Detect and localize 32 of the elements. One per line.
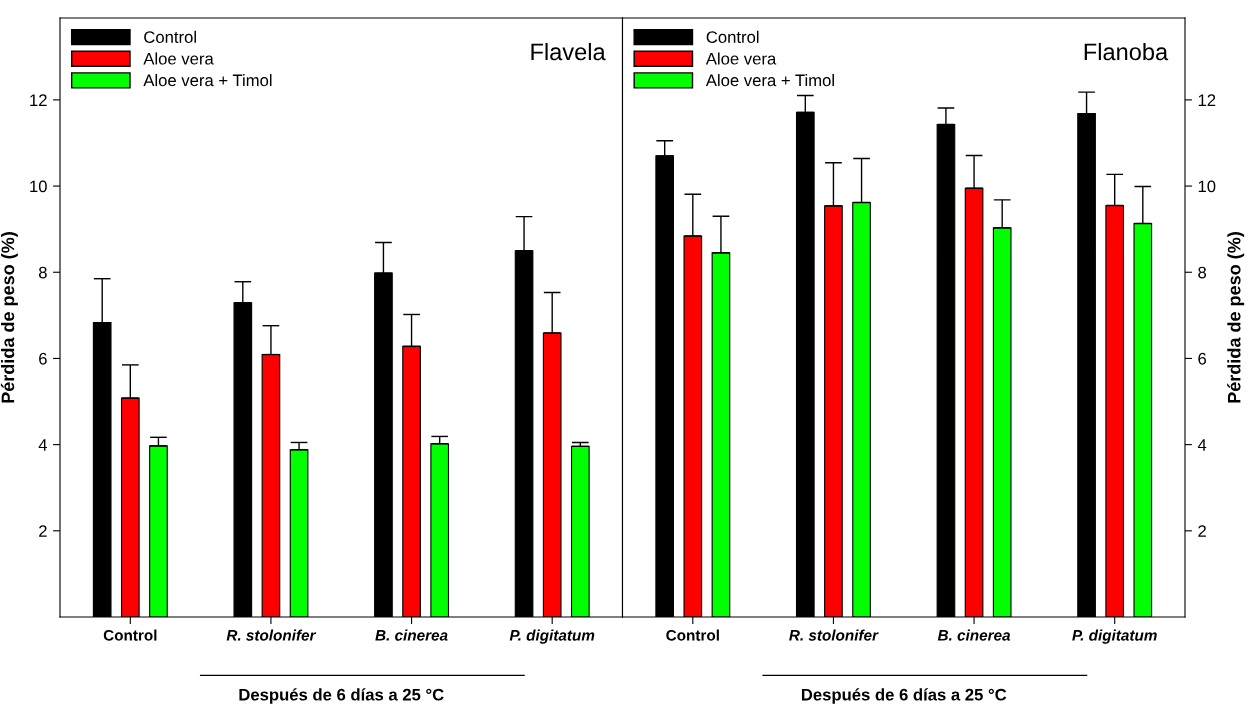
legend-label: Control <box>706 30 759 43</box>
y-tick-label: 12 <box>1198 94 1216 106</box>
legend-label: Aloe vera <box>705 52 777 65</box>
y-tick-label: 10 <box>1198 180 1216 193</box>
x-tick-label: Control <box>666 629 719 641</box>
x-tick-label: R. stolonifer <box>226 629 317 641</box>
x-tick-label: B. cinerea <box>375 629 448 641</box>
y-axis-title: Pérdida de peso (%) <box>1227 232 1245 403</box>
legend-label: Aloe vera + Timol <box>705 74 834 87</box>
y-tick-label: 6 <box>39 352 47 365</box>
x-tick-label: Control <box>103 629 157 641</box>
x-tick-label: B. cinerea <box>937 629 1011 641</box>
legend-label: Aloe vera + Timol <box>143 74 272 87</box>
y-tick-label: 10 <box>30 180 47 193</box>
x-tick-label: R. stolonifer <box>789 629 879 641</box>
x-tick-label: P. digitatum <box>1072 629 1157 644</box>
text: Flanoba <box>1084 42 1169 61</box>
y-axis-title: Pérdida de peso (%) <box>0 232 18 403</box>
y-tick-label: 2 <box>1198 525 1206 537</box>
y-tick-label: 6 <box>1198 352 1207 365</box>
x-tick-label: P. digitatum <box>509 629 595 644</box>
text: Flavela <box>531 42 606 61</box>
y-tick-label: 4 <box>1197 439 1207 451</box>
y-tick-label: 8 <box>1198 266 1207 279</box>
x-axis-title: Después de 6 días a 25 °C <box>801 688 1007 704</box>
y-tick-label: 12 <box>30 94 47 106</box>
y-tick-label: 2 <box>39 525 47 537</box>
y-tick-label: 8 <box>38 266 47 279</box>
x-axis-title: Después de 6 días a 25 °C <box>239 688 444 704</box>
y-tick-label: 4 <box>38 439 48 451</box>
legend-label: Aloe vera <box>143 52 214 65</box>
legend-label: Control <box>144 30 196 43</box>
